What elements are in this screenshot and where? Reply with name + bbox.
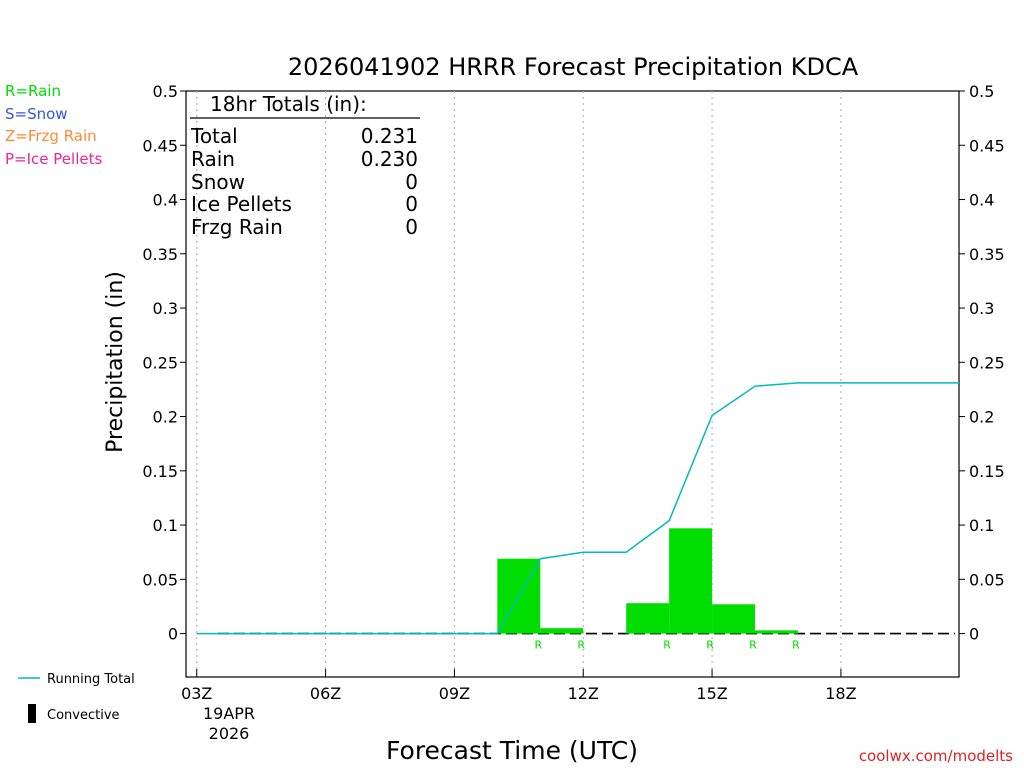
x-tick-label-09Z: 09Z <box>439 684 470 703</box>
totals-heading: 18hr Totals (in): <box>210 92 367 116</box>
ptype-label-12z: R <box>577 639 585 652</box>
convective-legend-label: Convective <box>47 708 120 723</box>
convective-legend-swatch <box>28 704 36 723</box>
ptype-label-17z: R <box>792 639 800 652</box>
y-tick-label-left-3: 0.15 <box>142 462 178 481</box>
x-tick-label-03Z: 03Z <box>181 684 212 703</box>
credit-text: coolwx.com/modelts <box>859 747 1013 765</box>
bottom-legend: Running Total Convective <box>18 672 135 723</box>
x-tick-label-18Z: 18Z <box>825 684 856 703</box>
totals-label-total: Total <box>190 124 238 148</box>
y-tick-label-left-2: 0.1 <box>153 516 178 535</box>
y-tick-label-left-10: 0.5 <box>153 82 178 101</box>
x-axis-title: Forecast Time (UTC) <box>386 736 638 765</box>
y-tick-label-right-4: 0.2 <box>969 408 994 427</box>
running-total-line <box>196 382 959 635</box>
totals-box: 18hr Totals (in): Total 0.231 Rain 0.230… <box>190 92 420 239</box>
totals-value-total: 0.231 <box>361 124 418 148</box>
legend-snow: S=Snow <box>5 105 68 123</box>
y-tick-label-right-3: 0.15 <box>969 462 1005 481</box>
ptype-label-14z: R <box>663 639 671 652</box>
ptype-label-15z: R <box>706 639 714 652</box>
date-label-year: 2026 <box>209 724 250 743</box>
chart-title: 2026041902 HRRR Forecast Precipitation K… <box>288 53 859 81</box>
ptype-label-11z: R <box>534 639 542 652</box>
totals-value-frzg-rain: 0 <box>405 215 418 239</box>
y-tick-label-left-1: 0.05 <box>142 570 178 589</box>
y-tick-label-left-0: 0 <box>168 625 178 644</box>
x-tick-label-15Z: 15Z <box>696 684 727 703</box>
y-tick-label-right-2: 0.1 <box>969 516 994 535</box>
totals-label-frzg-rain: Frzg Rain <box>191 215 283 239</box>
totals-value-rain: 0.230 <box>361 147 418 171</box>
legend-frzg-rain: Z=Frzg Rain <box>5 127 97 145</box>
plot-frame <box>185 90 960 678</box>
y-axis-title: Precipitation (in) <box>103 271 128 453</box>
running-total-polyline <box>196 382 959 635</box>
ptype-label-16z: R <box>749 639 757 652</box>
running-total-legend-label: Running Total <box>47 672 135 687</box>
totals-label-rain: Rain <box>191 147 235 171</box>
precip-bar-16z <box>712 604 756 634</box>
totals-label-ice-pellets: Ice Pellets <box>191 192 292 216</box>
y-tick-label-right-10: 0.5 <box>969 82 994 101</box>
precip-bar-14z <box>626 603 670 634</box>
y-tick-label-right-5: 0.25 <box>969 353 1005 372</box>
y-tick-label-left-4: 0.2 <box>153 408 178 427</box>
totals-value-snow: 0 <box>405 170 418 194</box>
date-label-day: 19APR <box>203 704 255 723</box>
totals-value-ice-pellets: 0 <box>405 192 418 216</box>
y-tick-label-left-7: 0.35 <box>142 245 178 264</box>
y-tick-label-right-1: 0.05 <box>969 570 1005 589</box>
y-tick-label-left-6: 0.3 <box>153 299 178 318</box>
y-tick-label-right-7: 0.35 <box>969 245 1005 264</box>
y-tick-label-right-9: 0.45 <box>969 136 1005 155</box>
legend-rain: R=Rain <box>5 82 61 100</box>
ptype-legend: R=Rain S=Snow Z=Frzg Rain P=Ice Pellets <box>5 82 102 168</box>
grid-lines <box>196 91 842 677</box>
x-tick-label-06Z: 06Z <box>310 684 341 703</box>
x-tick-label-12Z: 12Z <box>568 684 599 703</box>
y-axis-right: 0 0.05 0.1 0.15 0.2 0.25 0.3 0.35 0.4 0.45 0.5 <box>959 82 1005 644</box>
y-tick-label-right-8: 0.4 <box>969 191 994 210</box>
y-tick-label-left-8: 0.4 <box>153 191 178 210</box>
totals-label-snow: Snow <box>191 170 245 194</box>
y-tick-label-right-0: 0 <box>969 625 979 644</box>
precip-bars <box>497 528 798 634</box>
legend-ice-pellets: P=Ice Pellets <box>5 150 102 168</box>
y-axis-left: 0 0.05 0.1 0.15 0.2 0.25 0.3 0.35 0.4 0.45 0.5 <box>142 82 186 644</box>
y-tick-label-right-6: 0.3 <box>969 299 994 318</box>
x-axis: 03Z 06Z 09Z 12Z 15Z 18Z <box>181 669 857 703</box>
y-tick-label-left-5: 0.25 <box>142 353 178 372</box>
precip-bar-12z <box>540 628 584 634</box>
precip-bar-17z <box>755 630 798 634</box>
precip-bar-15z <box>669 528 713 634</box>
y-tick-label-left-9: 0.45 <box>142 136 178 155</box>
